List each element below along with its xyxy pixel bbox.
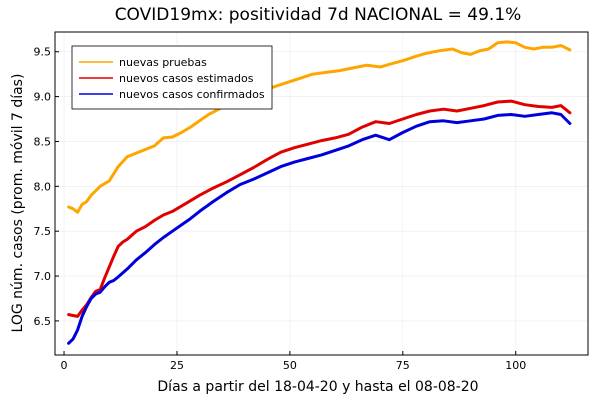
ticks-layer: 0 25 50 75 100 6.5 7.0 7.5 8.0 8.5 9.0 9.5 (34, 46, 527, 372)
x-tick-label: 75 (396, 359, 410, 372)
chart-title: COVID19mx: positividad 7d NACIONAL = 49.… (115, 5, 522, 25)
legend-label-nuevos-casos-estimados: nuevos casos estimados (119, 72, 254, 85)
legend: nuevas pruebas nuevos casos estimados nu… (71, 45, 273, 110)
series-line-nuevos-casos-confirmados (67, 111, 572, 345)
y-tick-label: 7.5 (34, 225, 52, 238)
series-line-nuevos-casos-estimados (67, 99, 572, 318)
y-tick-label: 6.5 (34, 315, 52, 328)
plot-frame (54, 31, 589, 356)
x-tick-label: 50 (283, 359, 297, 372)
legend-entry-nuevas-pruebas: nuevas pruebas (79, 56, 207, 69)
y-tick-label: 9.0 (34, 91, 52, 104)
y-tick-label: 7.0 (34, 270, 52, 283)
series-layer (67, 40, 572, 345)
legend-entry-nuevos-casos-confirmados: nuevos casos confirmados (79, 88, 265, 101)
y-tick-label: 8.5 (34, 135, 52, 148)
y-tick-label: 9.5 (34, 46, 52, 59)
series-line-nuevas-pruebas (67, 40, 572, 214)
legend-entry-nuevos-casos-estimados: nuevos casos estimados (79, 72, 254, 85)
x-tick-label: 0 (61, 359, 68, 372)
x-tick-label: 100 (505, 359, 526, 372)
x-axis-label: Días a partir del 18-04-20 y hasta el 08… (157, 379, 478, 395)
y-tick-label: 8.0 (34, 180, 52, 193)
x-tick-label: 25 (170, 359, 184, 372)
y-axis-label: LOG núm. casos (prom. móvil 7 días) (10, 74, 26, 333)
legend-label-nuevas-pruebas: nuevas pruebas (119, 56, 207, 69)
legend-label-nuevos-casos-confirmados: nuevos casos confirmados (119, 88, 265, 101)
